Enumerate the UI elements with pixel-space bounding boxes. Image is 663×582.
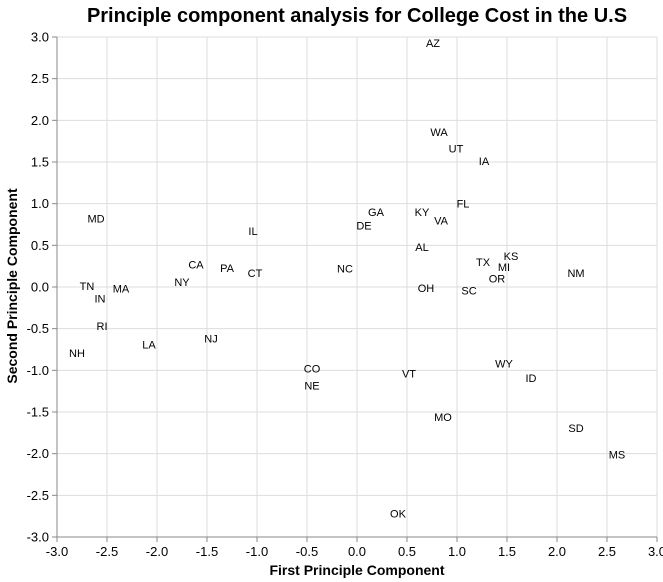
x-tick-label: 2.0	[548, 544, 566, 559]
point-label-va: VA	[434, 215, 449, 227]
point-label-ma: MA	[113, 284, 130, 296]
point-label-ca: CA	[188, 260, 204, 272]
x-tick-label: -2.0	[146, 544, 168, 559]
point-label-ga: GA	[368, 207, 385, 219]
point-label-id: ID	[526, 373, 537, 385]
x-tick-label: -1.0	[246, 544, 268, 559]
point-label-ok: OK	[390, 509, 407, 521]
point-label-vt: VT	[402, 369, 416, 381]
x-tick-label: -3.0	[46, 544, 68, 559]
point-label-mi: MI	[498, 262, 510, 274]
point-label-nc: NC	[337, 264, 353, 276]
point-label-tn: TN	[80, 281, 95, 293]
y-tick-label: -1.5	[27, 405, 49, 420]
point-label-in: IN	[95, 294, 106, 306]
x-tick-label: 3.0	[648, 544, 663, 559]
y-tick-label: 1.0	[31, 196, 49, 211]
point-label-co: CO	[304, 364, 321, 376]
x-tick-label: 1.5	[498, 544, 516, 559]
x-tick-label: 2.5	[598, 544, 616, 559]
point-label-de: DE	[356, 220, 371, 232]
point-label-ut: UT	[449, 144, 464, 156]
y-tick-label: -2.5	[27, 488, 49, 503]
point-label-ks: KS	[504, 251, 519, 263]
point-label-sc: SC	[461, 285, 476, 297]
point-label-az: AZ	[426, 38, 440, 50]
grid	[56, 36, 658, 538]
point-label-or: OR	[489, 274, 506, 286]
point-label-wa: WA	[430, 127, 448, 139]
point-label-sd: SD	[568, 423, 583, 435]
point-label-la: LA	[142, 340, 156, 352]
x-tick-label: -1.5	[196, 544, 218, 559]
y-tick-label: -2.0	[27, 446, 49, 461]
y-tick-label: 2.5	[31, 71, 49, 86]
point-label-ky: KY	[415, 207, 430, 219]
point-label-nh: NH	[69, 348, 85, 360]
y-axis-title: Second Principle Component	[4, 188, 20, 384]
x-tick-label: -2.5	[96, 544, 118, 559]
x-tick-label: 0.5	[398, 544, 416, 559]
point-label-al: AL	[415, 242, 428, 254]
x-tick-label: -0.5	[296, 544, 318, 559]
point-label-fl: FL	[457, 199, 470, 211]
point-label-md: MD	[87, 214, 104, 226]
y-tick-label: 1.5	[31, 155, 49, 170]
y-tick-label: 0.0	[31, 280, 49, 295]
y-tick-label: 3.0	[31, 30, 49, 45]
axes: -3.0 -2.5 -2.0 -1.5 -1.0 -0.5 0.0 0.5 1.0 1.5 2.0 2…	[27, 30, 663, 560]
point-label-ne: NE	[304, 380, 319, 392]
point-label-nj: NJ	[204, 334, 217, 346]
point-label-ia: IA	[479, 156, 490, 168]
point-label-mo: MO	[434, 412, 452, 424]
point-label-ny: NY	[174, 277, 190, 289]
y-tick-label: 0.5	[31, 238, 49, 253]
x-tick-label: 0.0	[348, 544, 366, 559]
point-label-ct: CT	[248, 268, 263, 280]
y-tick-label: -3.0	[27, 530, 49, 545]
x-axis-title: First Principle Component	[269, 562, 444, 578]
point-label-tx: TX	[476, 257, 491, 269]
point-label-ms: MS	[609, 450, 626, 462]
y-tick-label: 2.0	[31, 113, 49, 128]
point-label-nm: NM	[567, 268, 584, 280]
point-label-il: IL	[248, 226, 257, 238]
x-tick-label: 1.0	[448, 544, 466, 559]
point-label-pa: PA	[220, 263, 235, 275]
point-label-wy: WY	[495, 359, 513, 371]
point-label-ri: RI	[97, 321, 108, 333]
point-label-oh: OH	[418, 283, 435, 295]
chart-title: Principle component analysis for College…	[87, 5, 627, 27]
y-tick-label: -0.5	[27, 321, 49, 336]
y-tick-label: -1.0	[27, 363, 49, 378]
